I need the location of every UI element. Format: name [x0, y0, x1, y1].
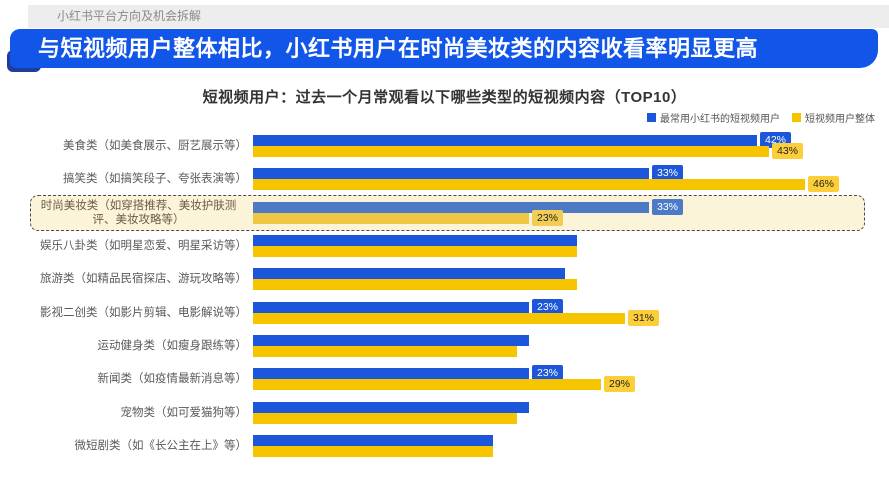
- bar-overall-users: [253, 279, 577, 291]
- bar-xhs-users: 42%: [253, 132, 792, 148]
- chart-row: 搞笑类（如搞笑段子、夸张表演等） 33% 46%: [0, 165, 889, 201]
- category-label: 宠物类（如可爱猫狗等）: [120, 406, 248, 419]
- legend-item: 最常用小红书的短视频用户: [647, 110, 780, 125]
- category-label: 微短剧类（如《长公主在上》等）: [74, 440, 248, 453]
- bar-xhs-users: [253, 401, 529, 413]
- bar-overall-users: [253, 412, 517, 424]
- bar-xhs-users: 23%: [253, 365, 564, 382]
- bar-overall-users: 29%: [253, 376, 636, 393]
- value-label: 46%: [808, 176, 840, 193]
- chart-row: 影视二创类（如影片剪辑、电影解说等） 23% 31%: [0, 298, 889, 335]
- value-label: 23%: [532, 365, 564, 382]
- breadcrumb: 小红书平台方向及机会拆解: [57, 9, 202, 23]
- chart-row: 运动健身类（如瘦身跟练等）: [0, 335, 889, 368]
- legend-label: 短视频用户整体: [805, 114, 875, 125]
- category-label: 美食类（如美食展示、厨艺展示等）: [63, 140, 247, 152]
- bar-pair: 33% 23%: [253, 198, 684, 226]
- category-label: 运动健身类（如瘦身跟练等）: [97, 340, 248, 353]
- bar-xhs-users: 33%: [253, 198, 684, 215]
- bar-overall-users: 23%: [253, 209, 564, 226]
- chart-row: 新闻类（如疫情最新消息等） 23% 29%: [0, 365, 889, 401]
- bar-xhs-users: 23%: [253, 298, 564, 315]
- bar-pair: 42% 43%: [253, 132, 804, 159]
- bar-pair: 23% 29%: [253, 365, 636, 393]
- category-label: 搞笑类（如搞笑段子、夸张表演等）: [63, 173, 247, 186]
- bar-xhs-users: [253, 435, 493, 447]
- bar-overall-users: [253, 446, 493, 458]
- value-label: 43%: [772, 143, 804, 159]
- category-label: 新闻类（如疫情最新消息等）: [97, 373, 248, 386]
- legend-swatch-icon: [647, 113, 656, 122]
- bar-xhs-users: 33%: [253, 165, 684, 182]
- bar-chart: 美食类（如美食展示、厨艺展示等） 42% 43% 搞笑类（如搞笑段子、夸张表演等） 33…: [0, 132, 889, 468]
- title-banner: 与短视频用户整体相比，小红书用户在时尚美妆类的内容收看率明显更高: [10, 29, 878, 68]
- bar-overall-users: 43%: [253, 143, 804, 159]
- bar-overall-users: [253, 246, 577, 258]
- legend-swatch-icon: [792, 113, 801, 122]
- bar-overall-users: 31%: [253, 309, 660, 326]
- chart-row: 微短剧类（如《长公主在上》等）: [0, 435, 889, 468]
- value-label: 23%: [532, 209, 564, 226]
- bar-pair: [253, 268, 577, 291]
- chart-row: 美食类（如美食展示、厨艺展示等） 42% 43%: [0, 132, 889, 168]
- slide-title: 与短视频用户整体相比，小红书用户在时尚美妆类的内容收看率明显更高: [38, 36, 759, 61]
- bar-pair: [253, 401, 529, 424]
- bar-overall-users: [253, 346, 517, 358]
- bar-pair: [253, 435, 493, 458]
- legend-label: 最常用小红书的短视频用户: [660, 114, 780, 125]
- value-label: 31%: [628, 309, 660, 326]
- bar-xhs-users: [253, 335, 529, 347]
- bar-xhs-users: [253, 235, 577, 247]
- bar-pair: 33% 46%: [253, 165, 840, 193]
- bar-xhs-users: [253, 268, 565, 280]
- value-label: 33%: [652, 198, 684, 215]
- legend-item: 短视频用户整体: [792, 110, 875, 125]
- category-label: 影视二创类（如影片剪辑、电影解说等）: [40, 306, 247, 319]
- value-label: 33%: [652, 165, 684, 182]
- bar-pair: 23% 31%: [253, 298, 660, 326]
- chart-row: 宠物类（如可爱猫狗等）: [0, 401, 889, 435]
- chart-title: 短视频用户：过去一个月常观看以下哪些类型的短视频内容（TOP10）: [202, 89, 687, 106]
- value-label: 23%: [532, 298, 564, 315]
- bar-overall-users: 46%: [253, 176, 840, 193]
- value-label: 29%: [604, 376, 636, 393]
- category-label: 娱乐八卦类（如明星恋爱、明星采访等）: [40, 240, 247, 253]
- chart-row: 娱乐八卦类（如明星恋爱、明星采访等）: [0, 235, 889, 268]
- bar-pair: [253, 335, 529, 358]
- chart-legend: 最常用小红书的短视频用户 短视频用户整体: [647, 110, 875, 125]
- chart-row: 旅游类（如精品民宿探店、游玩攻略等）: [0, 268, 889, 301]
- chart-row: 时尚美妆类（如穿搭推荐、美妆护肤测评、美妆攻略等） 33% 23%: [0, 194, 889, 235]
- category-label: 时尚美妆类（如穿搭推荐、美妆护肤测评、美妆攻略等）: [40, 199, 237, 226]
- bar-pair: [253, 235, 577, 258]
- category-label: 旅游类（如精品民宿探店、游玩攻略等）: [40, 273, 247, 286]
- top-strip: 小红书平台方向及机会拆解: [28, 5, 889, 28]
